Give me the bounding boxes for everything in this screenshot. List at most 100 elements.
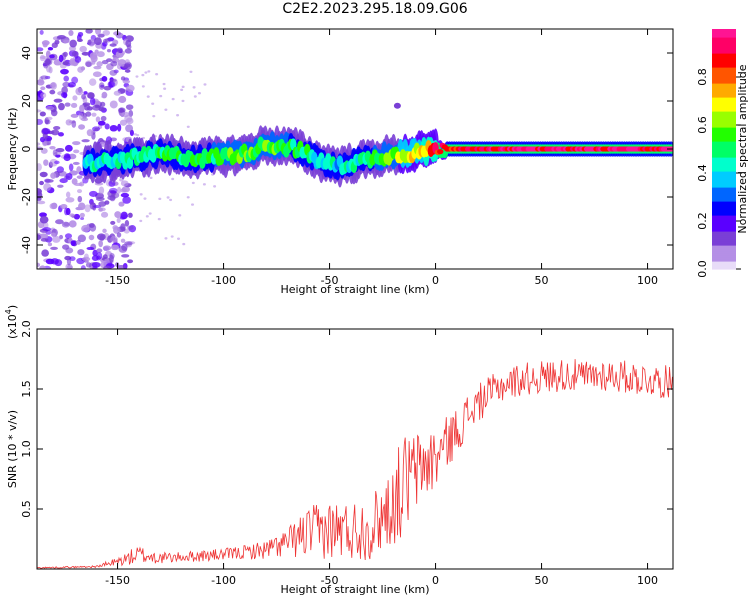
noise-speckle (163, 87, 167, 90)
colorbar-cell (712, 81, 736, 84)
colorbar-cell (712, 47, 736, 50)
colorbar-cell (712, 103, 736, 106)
noise-speckle (98, 186, 105, 195)
noise-speckle (92, 249, 98, 257)
noise-speckle (115, 32, 124, 39)
noise-speckle (202, 183, 206, 186)
noise-speckle (37, 109, 42, 113)
noise-speckle (116, 265, 126, 269)
colorbar-cell (712, 137, 736, 140)
colorbar-cell (712, 163, 736, 166)
noise-speckle (64, 207, 69, 216)
noise-speckle (43, 159, 49, 166)
noise-speckle (171, 97, 175, 101)
colorbar-cell (712, 181, 736, 184)
colorbar-cell (712, 147, 736, 150)
noise-speckle (77, 249, 85, 256)
noise-speckle (110, 244, 119, 251)
noise-speckle (89, 201, 96, 210)
colorbar-cell (712, 185, 736, 188)
y-tick-label: 20 (20, 94, 33, 108)
noise-speckle (65, 191, 71, 198)
noise-speckle (96, 248, 103, 253)
colorbar-cell (712, 123, 736, 126)
noise-speckle (75, 87, 84, 96)
noise-speckle (40, 238, 49, 242)
snr-x-label: Height of straight line (km) (280, 583, 429, 596)
noise-speckle (55, 219, 64, 225)
noise-speckle (84, 204, 91, 213)
noise-speckle (72, 95, 78, 101)
noise-speckle (145, 215, 149, 218)
noise-speckle (85, 61, 92, 68)
noise-speckle (104, 37, 112, 43)
noise-speckle (193, 95, 197, 98)
noise-speckle (110, 235, 118, 243)
snr-plot-area (37, 329, 673, 569)
noise-speckle (71, 76, 79, 84)
colorbar-cell (712, 237, 736, 240)
noise-speckle (49, 89, 56, 95)
noise-speckle (127, 259, 134, 264)
noise-speckle (181, 99, 185, 103)
colorbar-cell (712, 199, 736, 202)
noise-speckle (186, 196, 190, 199)
colorbar: 0.0 0.2 0.4 0.6 0.8 Normalized spectral ampl… (696, 29, 749, 278)
noise-speckle (79, 104, 85, 113)
noise-speckle (94, 104, 100, 109)
colorbar-cell (712, 267, 736, 270)
noise-speckle (95, 29, 102, 35)
noise-speckle (62, 39, 70, 44)
colorbar-cell (712, 227, 736, 230)
noise-speckle (79, 212, 85, 218)
noise-speckle (82, 177, 89, 184)
colorbar-cell (712, 193, 736, 196)
noise-speckle (77, 31, 84, 37)
noise-speckle (39, 233, 49, 240)
noise-speckle (136, 133, 140, 137)
noise-speckle (49, 54, 55, 59)
noise-speckle (37, 200, 46, 205)
colorbar-tick-label: 0.4 (696, 164, 709, 182)
colorbar-cell (712, 75, 736, 78)
colorbar-cell (712, 107, 736, 110)
noise-speckle (121, 243, 128, 251)
x-tick-label: -50 (321, 574, 339, 587)
colorbar-tick-label: 0.0 (696, 260, 709, 278)
noise-speckle (124, 48, 132, 54)
colorbar-cell (712, 135, 736, 138)
noise-speckle (109, 124, 118, 132)
noise-speckle (73, 213, 81, 220)
noise-speckle (37, 118, 44, 126)
noise-speckle (186, 125, 190, 128)
noise-speckle (82, 102, 91, 106)
colorbar-cell (712, 169, 736, 172)
noise-speckle (149, 176, 153, 180)
noise-speckle (125, 124, 134, 133)
colorbar-cell (712, 241, 736, 244)
colorbar-cell (712, 257, 736, 260)
noise-speckle (120, 76, 126, 81)
noise-speckle (51, 232, 56, 237)
x-tick-label: 0 (432, 274, 439, 287)
noise-speckle (55, 147, 65, 153)
noise-speckle (89, 190, 98, 197)
noise-speckle (81, 139, 90, 143)
noise-speckle (37, 262, 41, 268)
noise-speckle (181, 85, 185, 89)
noise-speckle (71, 50, 79, 57)
noise-speckle (96, 61, 103, 67)
noise-speckle (57, 170, 67, 177)
noise-speckle (47, 242, 53, 247)
noise-speckle (69, 213, 75, 217)
colorbar-cell (712, 105, 736, 108)
noise-speckle (81, 93, 86, 100)
noise-speckle (110, 60, 118, 67)
noise-speckle (77, 189, 83, 194)
noise-speckle (79, 45, 87, 53)
colorbar-cell (712, 141, 736, 144)
noise-speckle (65, 247, 74, 254)
colorbar-cell (712, 161, 736, 164)
noise-speckle (70, 102, 78, 108)
ridge-cell (437, 148, 444, 155)
